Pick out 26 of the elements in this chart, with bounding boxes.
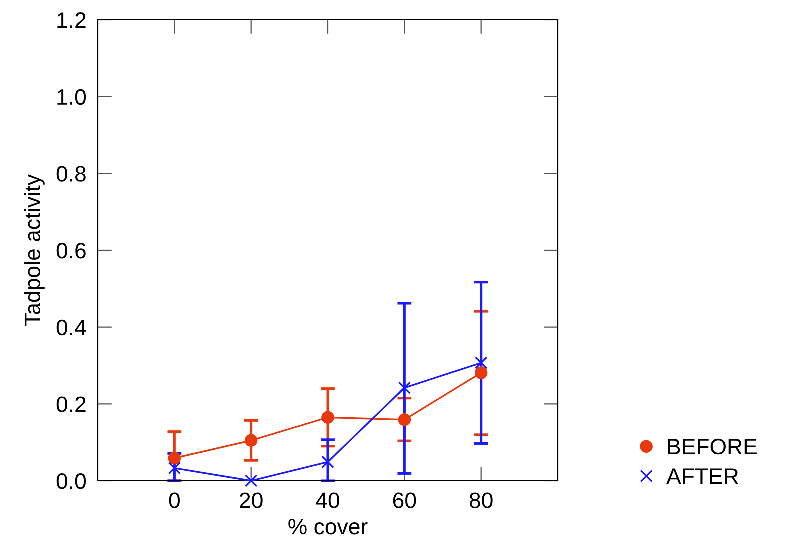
point [474,366,488,380]
point [398,382,412,394]
y-tick-label: 1.0 [58,89,86,106]
point [168,462,182,475]
y-tick-label: 1.2 [58,12,86,28]
y-tick-label: 0.0 [56,474,86,490]
point [244,474,258,488]
x-tick-label: 60 [393,492,416,508]
x-tick-label: 40 [316,492,340,508]
x-tick-label: 20 [240,492,263,508]
point [322,411,334,424]
point [322,456,334,469]
x-tick-label: 0 [169,492,180,508]
x-axis-title: % cover [288,519,368,535]
y-axis-title: Tadpole activity [24,174,45,326]
y-tick-label: 0.8 [56,166,86,182]
point [398,414,412,426]
legend-label: BEFORE [668,438,757,455]
y-tick-label: 0.2 [56,396,86,412]
x-tick-label: 80 [470,492,493,508]
y-tick-label: 0.4 [56,320,86,336]
point [244,434,258,448]
point [474,356,488,370]
legend-label: AFTER [666,468,738,484]
point [168,452,182,465]
y-tick-label: 0.6 [56,243,86,259]
